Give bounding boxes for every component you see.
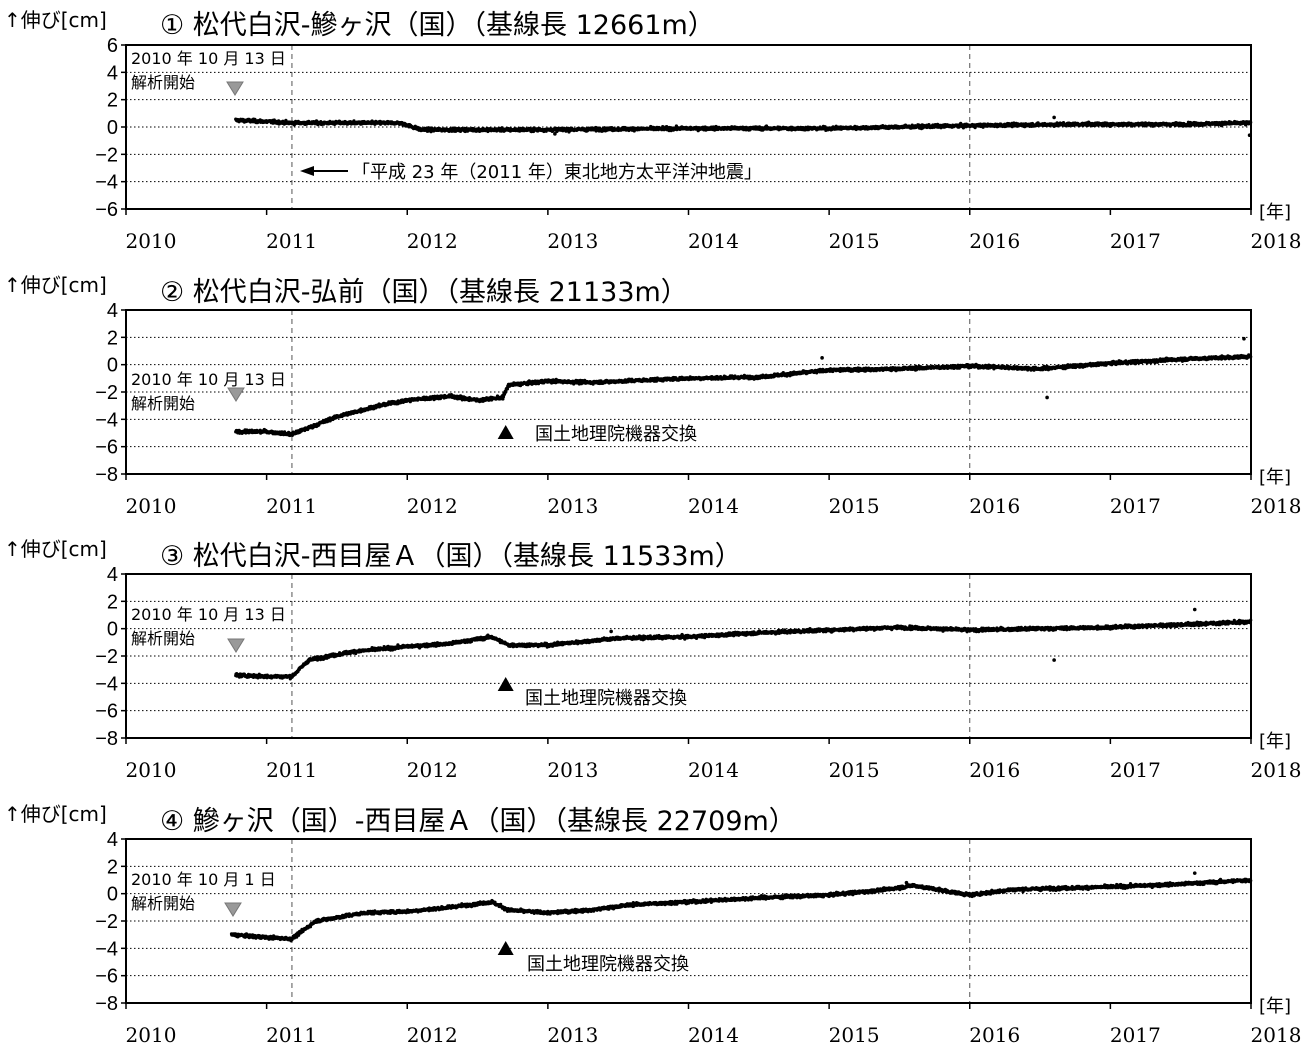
x-unit-label: [年] (1259, 202, 1291, 223)
y-tick-label: −2 (95, 144, 118, 166)
chart-title: ① 松代白沢-鰺ヶ沢（国）（基線長 12661m） (160, 10, 715, 41)
y-tick-label: −4 (95, 172, 118, 194)
x-tick-label: 2013 (547, 229, 598, 253)
x-tick-label: 2010 (126, 229, 177, 253)
chart-title: ② 松代白沢-弘前（国）（基線長 21133m） (160, 277, 688, 308)
x-tick-label: 2017 (1110, 494, 1161, 518)
x-tick-label: 2011 (266, 229, 317, 253)
y-tick-label: 2 (107, 327, 118, 349)
y-axis-label: ↑伸び[cm] (4, 8, 107, 32)
x-tick-label: 2012 (407, 494, 458, 518)
data-point (1052, 115, 1056, 120)
y-tick-label: −6 (95, 437, 118, 459)
chart-panel-2: ↑伸び[cm] ② 松代白沢-弘前（国）（基線長 21133m） 4 2 0 −2 −4 −6… (4, 273, 1301, 518)
y-tick-label: 0 (107, 117, 118, 139)
start-label: 解析開始 (131, 73, 195, 92)
y-tick-label: 6 (107, 35, 118, 57)
y-axis-label: ↑伸び[cm] (4, 273, 107, 297)
y-tick-label: 4 (107, 300, 118, 322)
y-tick-label: 0 (107, 355, 118, 377)
y-tick-label: 2 (107, 90, 118, 112)
y-tick-label: −2 (95, 382, 118, 404)
x-tick-label: 2014 (688, 494, 739, 518)
x-tick-label: 2012 (407, 229, 458, 253)
x-tick-label: 2014 (688, 229, 739, 253)
y-tick-label: −4 (95, 409, 118, 431)
event-arrow-head (300, 166, 314, 176)
x-tick-label: 2010 (126, 494, 177, 518)
y-tick-label: −6 (95, 199, 118, 221)
x-tick-label: 2015 (829, 494, 880, 518)
chart-panel-1: ↑伸び[cm] ① 松代白沢-鰺ヶ沢（国）（基線長 12661m） 6 4 2 0 −2 −4… (4, 8, 1301, 253)
x-tick-label: 2018 (1251, 494, 1302, 518)
event-label: 「平成 23 年（2011 年）東北地方太平洋沖地震」 (352, 162, 762, 183)
x-tick-label: 2018 (1251, 229, 1302, 253)
x-tick-label: 2017 (1110, 229, 1161, 253)
x-tick-label: 2013 (547, 494, 598, 518)
data-point (553, 132, 557, 136)
x-unit-label: [年] (1259, 467, 1291, 488)
y-tick-label: −8 (95, 464, 118, 486)
x-tick-label: 2016 (969, 494, 1020, 518)
x-tick-label: 2011 (266, 494, 317, 518)
y-tick-label: 4 (107, 62, 118, 84)
x-tick-label: 2016 (969, 229, 1020, 253)
x-tick-label: 2015 (829, 229, 880, 253)
data-series (234, 336, 1253, 438)
data-series (234, 115, 1253, 137)
start-date-label: 2010 年 10 月 13 日 (131, 49, 286, 68)
start-marker (226, 81, 244, 96)
